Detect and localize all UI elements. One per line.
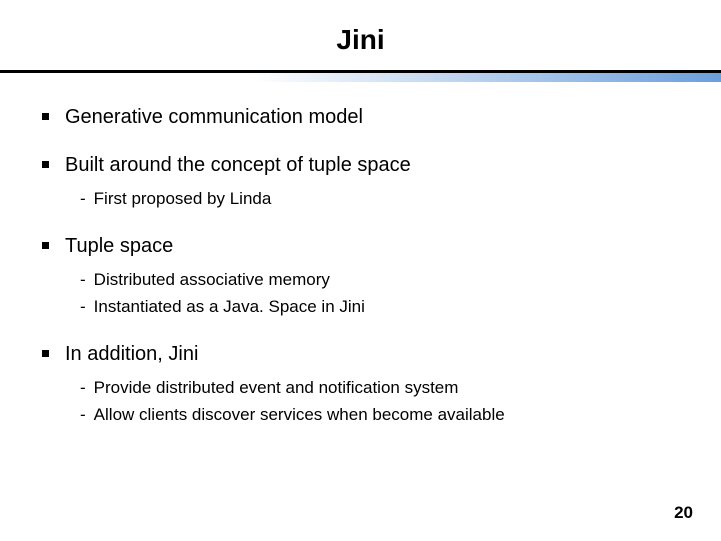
dash-marker: - — [80, 269, 86, 292]
bullet-text: Built around the concept of tuple space — [65, 152, 411, 178]
dash-marker: - — [80, 377, 86, 400]
slide: Jini Generative communication model Buil… — [0, 0, 721, 541]
sub-list: - First proposed by Linda — [80, 188, 679, 211]
bullet-text: Tuple space — [65, 233, 173, 259]
sub-text: Instantiated as a Java. Space in Jini — [94, 296, 365, 319]
sub-text: First proposed by Linda — [94, 188, 272, 211]
slide-title: Jini — [0, 0, 721, 70]
sub-text: Distributed associative memory — [94, 269, 330, 292]
sub-item: - Allow clients discover services when b… — [80, 404, 679, 427]
bullet-row: Tuple space — [42, 233, 679, 259]
bullet-marker — [42, 113, 49, 120]
sub-list: - Provide distributed event and notifica… — [80, 377, 679, 427]
bullet-row: In addition, Jini — [42, 341, 679, 367]
bullet-item: In addition, Jini - Provide distributed … — [42, 341, 679, 427]
dash-marker: - — [80, 188, 86, 211]
bullet-item: Built around the concept of tuple space … — [42, 152, 679, 211]
bullet-marker — [42, 161, 49, 168]
sub-item: - Distributed associative memory — [80, 269, 679, 292]
bullet-marker — [42, 350, 49, 357]
bullet-list: Generative communication model Built aro… — [42, 104, 679, 427]
bullet-marker — [42, 242, 49, 249]
sub-item: - Instantiated as a Java. Space in Jini — [80, 296, 679, 319]
dash-marker: - — [80, 404, 86, 427]
divider-gradient — [0, 73, 721, 82]
bullet-text: Generative communication model — [65, 104, 363, 130]
sub-text: Provide distributed event and notificati… — [94, 377, 459, 400]
bullet-row: Generative communication model — [42, 104, 679, 130]
sub-item: - Provide distributed event and notifica… — [80, 377, 679, 400]
bullet-item: Tuple space - Distributed associative me… — [42, 233, 679, 319]
bullet-item: Generative communication model — [42, 104, 679, 130]
bullet-text: In addition, Jini — [65, 341, 198, 367]
page-number: 20 — [674, 503, 693, 523]
content-area: Generative communication model Built aro… — [0, 82, 721, 427]
sub-text: Allow clients discover services when bec… — [94, 404, 505, 427]
bullet-row: Built around the concept of tuple space — [42, 152, 679, 178]
sub-item: - First proposed by Linda — [80, 188, 679, 211]
title-divider — [0, 70, 721, 82]
dash-marker: - — [80, 296, 86, 319]
sub-list: - Distributed associative memory - Insta… — [80, 269, 679, 319]
